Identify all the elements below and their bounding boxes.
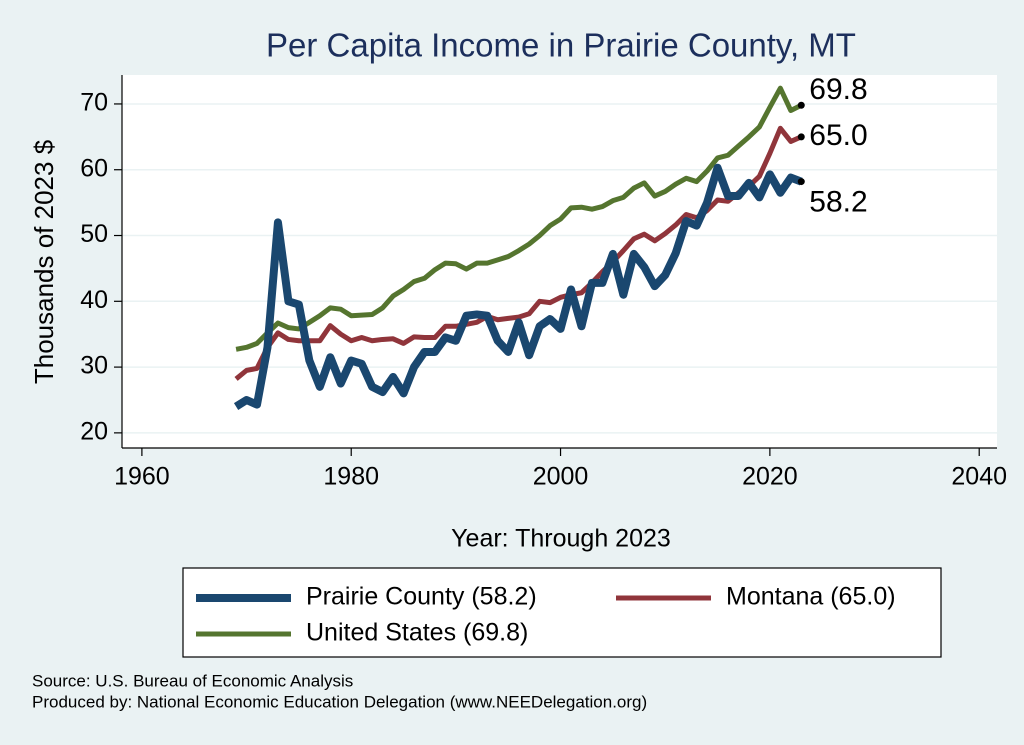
x-tick-label: 1960 [114, 463, 170, 491]
x-tick-label: 2000 [533, 463, 589, 491]
y-tick-label: 40 [80, 286, 108, 314]
end-value-label: 65.0 [809, 119, 867, 152]
legend-label: Montana (65.0) [726, 583, 896, 611]
legend [182, 567, 942, 658]
chart-title: Per Capita Income in Prairie County, MT [266, 27, 856, 64]
y-tick-label: 20 [80, 417, 108, 445]
legend-label: Prairie County (58.2) [306, 583, 537, 611]
source-note: Source: U.S. Bureau of Economic Analysis [32, 671, 353, 690]
y-tick-label: 50 [80, 220, 108, 248]
legend-label: United States (69.8) [306, 619, 528, 647]
end-marker [797, 178, 805, 186]
y-tick-label: 60 [80, 154, 108, 182]
end-marker [797, 133, 805, 141]
x-tick-label: 1980 [323, 463, 379, 491]
producer-note: Produced by: National Economic Education… [32, 692, 647, 711]
x-axis-label: Year: Through 2023 [451, 525, 671, 553]
x-tick-label: 2020 [742, 463, 798, 491]
x-tick-label: 2040 [951, 463, 1007, 491]
series-line [233, 163, 803, 410]
y-axis-label: Thousands of 2023 $ [29, 139, 59, 384]
plot-area [122, 75, 997, 448]
end-value-label: 58.2 [809, 185, 867, 218]
end-marker [797, 101, 805, 109]
y-tick-label: 70 [80, 89, 108, 117]
y-tick-label: 30 [80, 352, 108, 380]
end-value-label: 69.8 [809, 73, 867, 106]
series-line [235, 85, 803, 352]
